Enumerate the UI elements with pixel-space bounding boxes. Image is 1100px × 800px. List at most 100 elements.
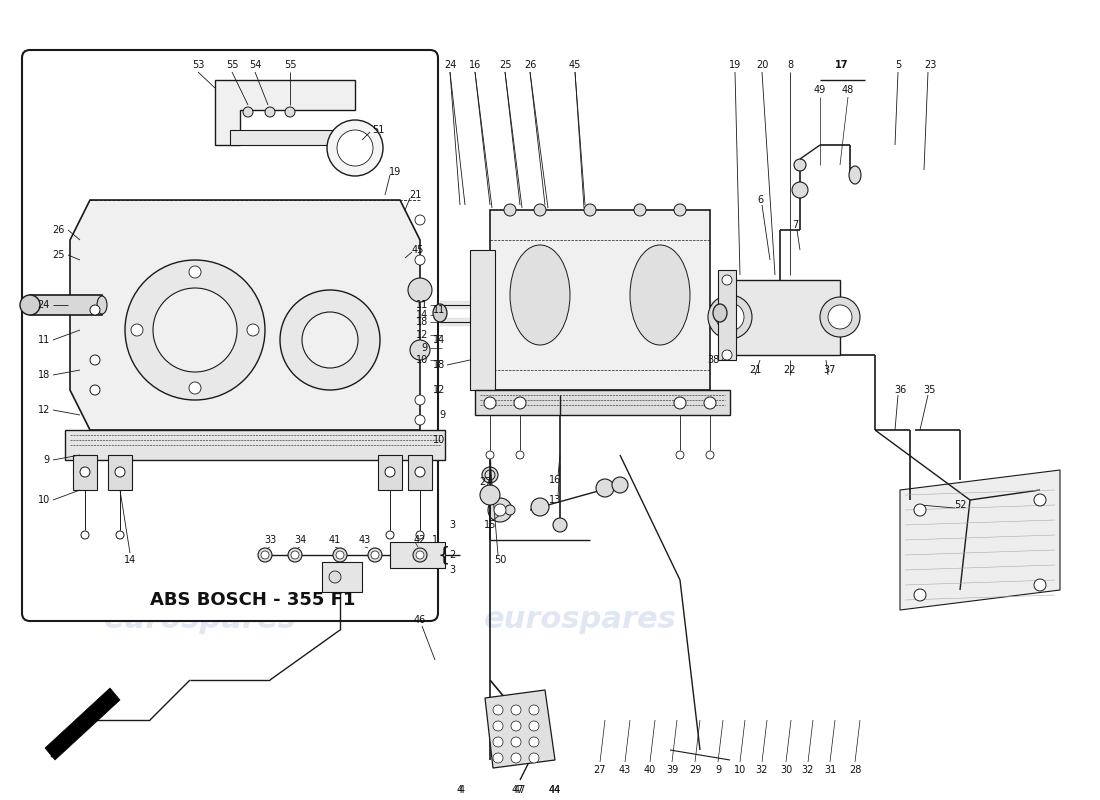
Text: 23: 23 xyxy=(924,60,936,70)
Circle shape xyxy=(820,297,860,337)
Text: 3: 3 xyxy=(449,520,455,530)
Circle shape xyxy=(706,451,714,459)
Circle shape xyxy=(612,477,628,493)
Text: 12: 12 xyxy=(37,405,50,415)
Text: 24: 24 xyxy=(443,60,456,70)
Circle shape xyxy=(914,589,926,601)
Circle shape xyxy=(676,451,684,459)
Bar xyxy=(0,0,1100,50)
Circle shape xyxy=(415,467,425,477)
Circle shape xyxy=(90,355,100,365)
Text: 45: 45 xyxy=(411,245,425,255)
Bar xyxy=(470,250,495,390)
Text: 32: 32 xyxy=(802,765,814,775)
Text: 35: 35 xyxy=(924,385,936,395)
Circle shape xyxy=(415,215,425,225)
Circle shape xyxy=(243,107,253,117)
Bar xyxy=(730,280,840,355)
Text: 16: 16 xyxy=(549,475,561,485)
Circle shape xyxy=(90,305,100,315)
Text: 10: 10 xyxy=(734,765,746,775)
Circle shape xyxy=(248,324,258,336)
Circle shape xyxy=(493,753,503,763)
Text: 44: 44 xyxy=(549,785,561,795)
Circle shape xyxy=(722,275,732,285)
Text: 19: 19 xyxy=(729,60,741,70)
Circle shape xyxy=(415,415,425,425)
Text: 49: 49 xyxy=(814,85,826,95)
Circle shape xyxy=(327,120,383,176)
Text: 47: 47 xyxy=(514,785,526,795)
Circle shape xyxy=(116,467,125,477)
Circle shape xyxy=(337,130,373,166)
Bar xyxy=(718,270,736,360)
Text: 13: 13 xyxy=(549,495,561,505)
Polygon shape xyxy=(485,690,556,768)
Text: 39: 39 xyxy=(666,765,678,775)
Circle shape xyxy=(386,531,394,539)
Text: 44: 44 xyxy=(549,785,561,795)
Circle shape xyxy=(131,324,143,336)
Text: 6: 6 xyxy=(757,195,763,205)
Text: 15: 15 xyxy=(484,520,496,530)
Ellipse shape xyxy=(630,245,690,345)
Text: 31: 31 xyxy=(824,765,836,775)
Text: 48: 48 xyxy=(842,85,854,95)
Circle shape xyxy=(596,479,614,497)
Circle shape xyxy=(412,548,427,562)
Text: 30: 30 xyxy=(780,765,792,775)
Circle shape xyxy=(416,551,424,559)
Text: eurospares: eurospares xyxy=(103,606,296,634)
Text: ABS BOSCH - 355 F1: ABS BOSCH - 355 F1 xyxy=(150,591,355,609)
Circle shape xyxy=(529,737,539,747)
Circle shape xyxy=(493,737,503,747)
Circle shape xyxy=(674,204,686,216)
Circle shape xyxy=(792,182,808,198)
Text: 12: 12 xyxy=(416,330,428,340)
Bar xyxy=(378,455,402,490)
Text: 21: 21 xyxy=(409,190,421,200)
FancyBboxPatch shape xyxy=(22,50,438,621)
Ellipse shape xyxy=(20,295,40,315)
Circle shape xyxy=(514,397,526,409)
Bar xyxy=(390,542,446,568)
Text: 12: 12 xyxy=(432,385,446,395)
Text: 10: 10 xyxy=(432,435,446,445)
Text: 52: 52 xyxy=(954,500,966,510)
Text: 4: 4 xyxy=(456,785,463,795)
Text: 38: 38 xyxy=(707,355,721,365)
Text: 34: 34 xyxy=(294,535,306,545)
Circle shape xyxy=(1034,494,1046,506)
Ellipse shape xyxy=(79,715,91,725)
Circle shape xyxy=(516,451,524,459)
Circle shape xyxy=(385,467,395,477)
Text: 14: 14 xyxy=(432,335,446,345)
Circle shape xyxy=(512,737,521,747)
Circle shape xyxy=(634,204,646,216)
Text: 18: 18 xyxy=(416,317,428,327)
Text: 27: 27 xyxy=(594,765,606,775)
Circle shape xyxy=(488,498,512,522)
Text: 51: 51 xyxy=(372,125,384,135)
Text: 18: 18 xyxy=(432,360,446,370)
Text: 22: 22 xyxy=(783,365,796,375)
Circle shape xyxy=(416,531,424,539)
Text: 54: 54 xyxy=(249,60,261,70)
Circle shape xyxy=(485,470,495,480)
Text: 55: 55 xyxy=(226,60,239,70)
Ellipse shape xyxy=(433,304,447,322)
Bar xyxy=(490,210,710,390)
Text: 3: 3 xyxy=(449,565,455,575)
Circle shape xyxy=(505,505,515,515)
Circle shape xyxy=(553,518,566,532)
Circle shape xyxy=(494,504,506,516)
Bar xyxy=(65,430,446,460)
Text: 26: 26 xyxy=(53,225,65,235)
Circle shape xyxy=(415,255,425,265)
Text: 27: 27 xyxy=(480,477,493,487)
Text: 25: 25 xyxy=(53,250,65,260)
Ellipse shape xyxy=(713,304,727,322)
Circle shape xyxy=(371,551,380,559)
Circle shape xyxy=(415,395,425,405)
Text: 10: 10 xyxy=(37,495,50,505)
